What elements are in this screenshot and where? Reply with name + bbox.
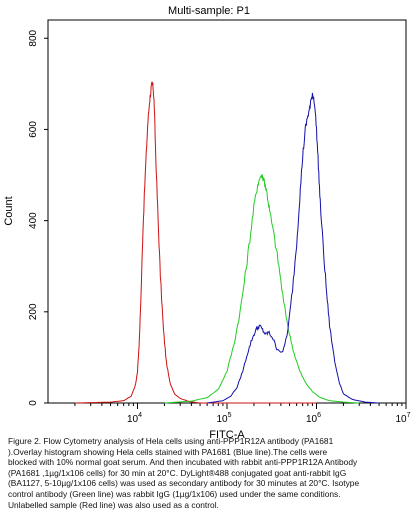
svg-text:400: 400: [28, 212, 39, 229]
y-tick-label: 400: [28, 212, 39, 229]
series-layer: [74, 81, 380, 404]
x-axis: 104 105 106 107: [74, 403, 411, 425]
plot-frame: [47, 19, 407, 404]
x-tick-label: 106: [306, 412, 321, 425]
svg-text:800: 800: [28, 29, 39, 46]
flow-cytometry-histogram: Multi-sample: P1 0 200 400 600 800 104 105 106…: [3, 5, 411, 440]
svg-text:600: 600: [28, 121, 39, 138]
y-tick-label: 800: [28, 29, 39, 46]
histogram-line-3: [207, 92, 380, 404]
chart-title: Multi-sample: P1: [168, 5, 250, 17]
x-tick-label: 105: [216, 412, 231, 425]
y-axis-label: Count: [3, 196, 15, 225]
y-tick-label: 0: [28, 400, 39, 406]
histogram-line-2: [164, 174, 360, 404]
histogram-line-1: [74, 81, 317, 404]
y-tick-label: 600: [28, 121, 39, 138]
svg-text:0: 0: [28, 400, 39, 406]
y-axis: 0 200 400 600 800: [28, 29, 48, 406]
y-tick-label: 200: [28, 303, 39, 320]
x-tick-label: 104: [127, 412, 142, 425]
figure-caption: Figure 2. Flow Cytometry analysis of Hel…: [8, 436, 360, 510]
x-tick-label: 107: [395, 412, 410, 425]
svg-text:200: 200: [28, 303, 39, 320]
x-axis-label: FITC-A: [209, 429, 245, 440]
